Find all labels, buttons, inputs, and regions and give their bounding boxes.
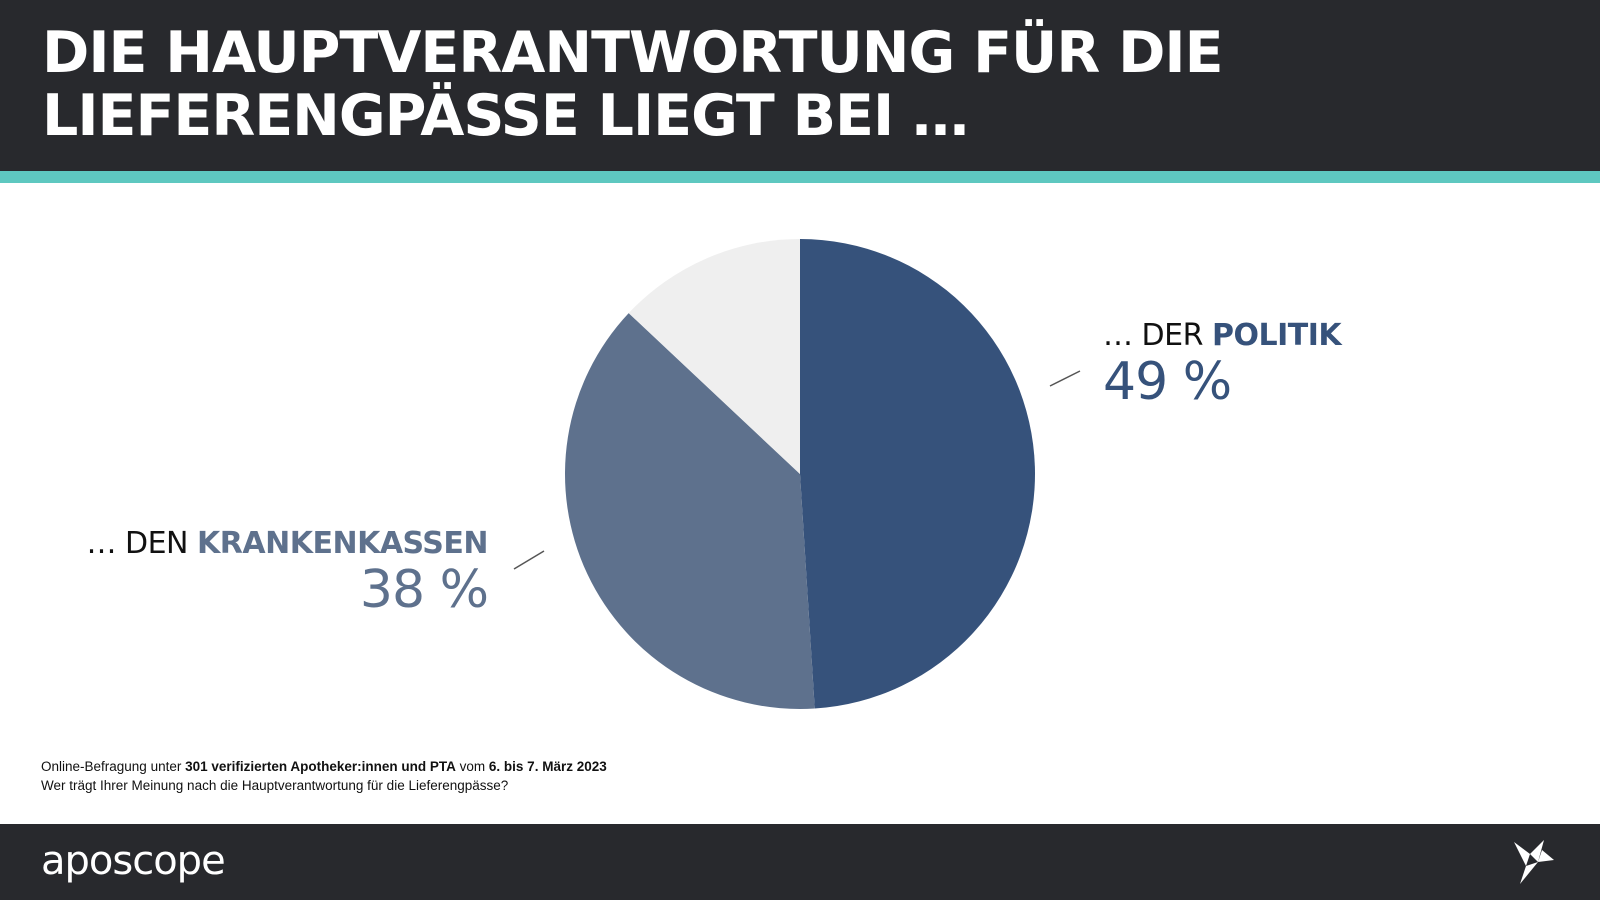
pie-slice-krankenkassen	[565, 313, 815, 709]
leader-line-politik	[1049, 370, 1081, 387]
pie-slice-other	[628, 239, 800, 474]
callout-krankenkassen-value: 38 %	[359, 560, 489, 620]
callout-politik-label: … DER POLITIK	[1103, 318, 1342, 353]
callout-krankenkassen-label: … DEN KRANKENKASSEN	[86, 526, 488, 561]
callout-politik-value: 49 %	[1103, 352, 1232, 412]
footnote-text-a: Online-Befragung unter	[41, 759, 186, 774]
origami-bird-icon	[1514, 840, 1554, 884]
brand-logo[interactable]: aposcope	[41, 838, 226, 884]
callout-krankenkassen-name: KRANKENKASSEN	[197, 526, 488, 561]
pie-slices	[565, 239, 1035, 709]
footnote: Online-Befragung unter 301 verifizierten…	[41, 757, 607, 795]
footer-bar	[0, 824, 1600, 900]
callout-krankenkassen: … DEN KRANKENKASSEN 38 %	[86, 526, 489, 620]
leader-line-krankenkassen	[513, 550, 545, 570]
pie-slice-politik	[800, 239, 1035, 709]
footnote-line-2: Wer trägt Ihrer Meinung nach die Hauptve…	[41, 778, 509, 793]
callout-krankenkassen-prefix: … DEN	[86, 526, 198, 561]
page-title: DIE HAUPTVERANTWORTUNG FÜR DIE LIEFERENG…	[42, 20, 1224, 149]
footnote-sample: 301 verifizierten Apotheker:innen und PT…	[185, 759, 456, 774]
footnote-line-1: Online-Befragung unter 301 verifizierten…	[41, 757, 607, 776]
header-bar: DIE HAUPTVERANTWORTUNG FÜR DIE LIEFERENG…	[0, 0, 1600, 171]
footnote-text-c: vom	[455, 759, 489, 774]
callout-politik-name: POLITIK	[1211, 318, 1342, 353]
footnote-dates: 6. bis 7. März 2023	[488, 759, 607, 774]
callout-politik: … DER POLITIK 49 %	[1103, 318, 1342, 412]
callout-politik-prefix: … DER	[1103, 318, 1212, 353]
accent-stripe	[0, 171, 1600, 183]
